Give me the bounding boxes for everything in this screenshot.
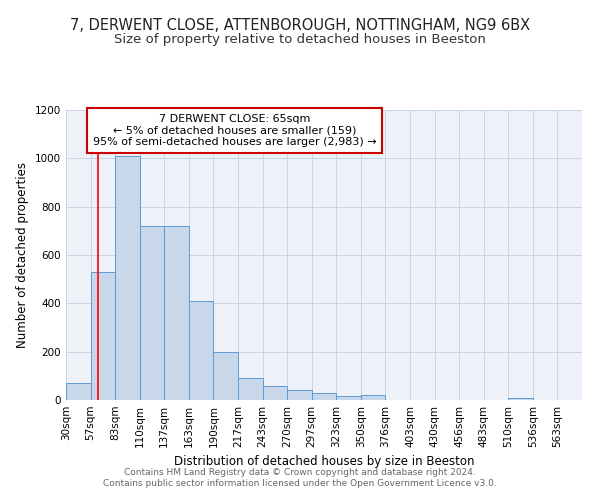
Bar <box>66 383 91 400</box>
Text: Size of property relative to detached houses in Beeston: Size of property relative to detached ho… <box>114 32 486 46</box>
Text: 7, DERWENT CLOSE, ATTENBOROUGH, NOTTINGHAM, NG9 6BX: 7, DERWENT CLOSE, ATTENBOROUGH, NOTTINGH… <box>70 18 530 32</box>
Text: 7 DERWENT CLOSE: 65sqm
← 5% of detached houses are smaller (159)
95% of semi-det: 7 DERWENT CLOSE: 65sqm ← 5% of detached … <box>92 114 376 147</box>
Bar <box>115 156 140 400</box>
X-axis label: Distribution of detached houses by size in Beeston: Distribution of detached houses by size … <box>174 456 474 468</box>
Bar <box>263 386 287 400</box>
Bar <box>361 395 385 400</box>
Bar <box>287 390 312 400</box>
Bar <box>189 301 214 400</box>
Bar <box>91 272 115 400</box>
Bar <box>508 398 533 400</box>
Bar <box>214 352 238 400</box>
Text: Contains HM Land Registry data © Crown copyright and database right 2024.
Contai: Contains HM Land Registry data © Crown c… <box>103 468 497 487</box>
Bar <box>312 393 336 400</box>
Bar <box>336 396 361 400</box>
Bar <box>164 226 189 400</box>
Y-axis label: Number of detached properties: Number of detached properties <box>16 162 29 348</box>
Bar <box>140 226 164 400</box>
Bar <box>238 378 263 400</box>
